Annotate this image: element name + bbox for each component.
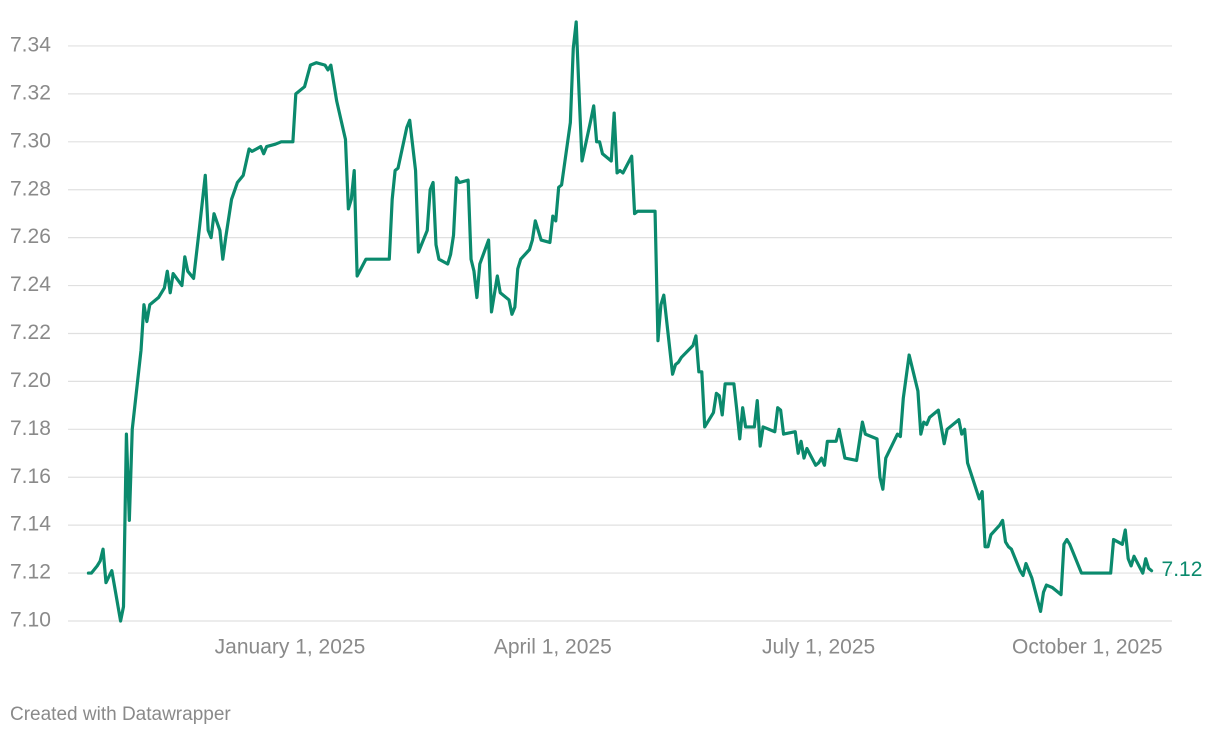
y-tick-label: 7.32 [10, 81, 51, 104]
line [86, 20, 1154, 623]
y-tick-label: 7.20 [10, 369, 51, 392]
y-tick-label: 7.24 [10, 273, 51, 296]
y-tick-label: 7.30 [10, 129, 51, 152]
y-tick-label: 7.12 [10, 561, 51, 584]
credit: Created with Datawrapper [10, 704, 231, 725]
y-tick-label: 7.10 [10, 609, 51, 632]
y-tick-label: 7.16 [10, 465, 51, 488]
y-tick-label: 7.14 [10, 513, 51, 536]
y-tick-label: 7.28 [10, 177, 51, 200]
x-tick-label: July 1, 2025 [762, 636, 875, 659]
x-tick-label: January 1, 2025 [215, 636, 366, 659]
y-tick-label: 7.18 [10, 417, 51, 440]
end-label: 7.12 [1162, 558, 1203, 581]
y-tick-label: 7.26 [10, 225, 51, 248]
y-tick-label: 7.22 [10, 321, 51, 344]
x-tick-label: October 1, 2025 [1012, 636, 1163, 659]
y-tick-label: 7.34 [10, 34, 51, 57]
x-tick-label: April 1, 2025 [494, 636, 612, 659]
